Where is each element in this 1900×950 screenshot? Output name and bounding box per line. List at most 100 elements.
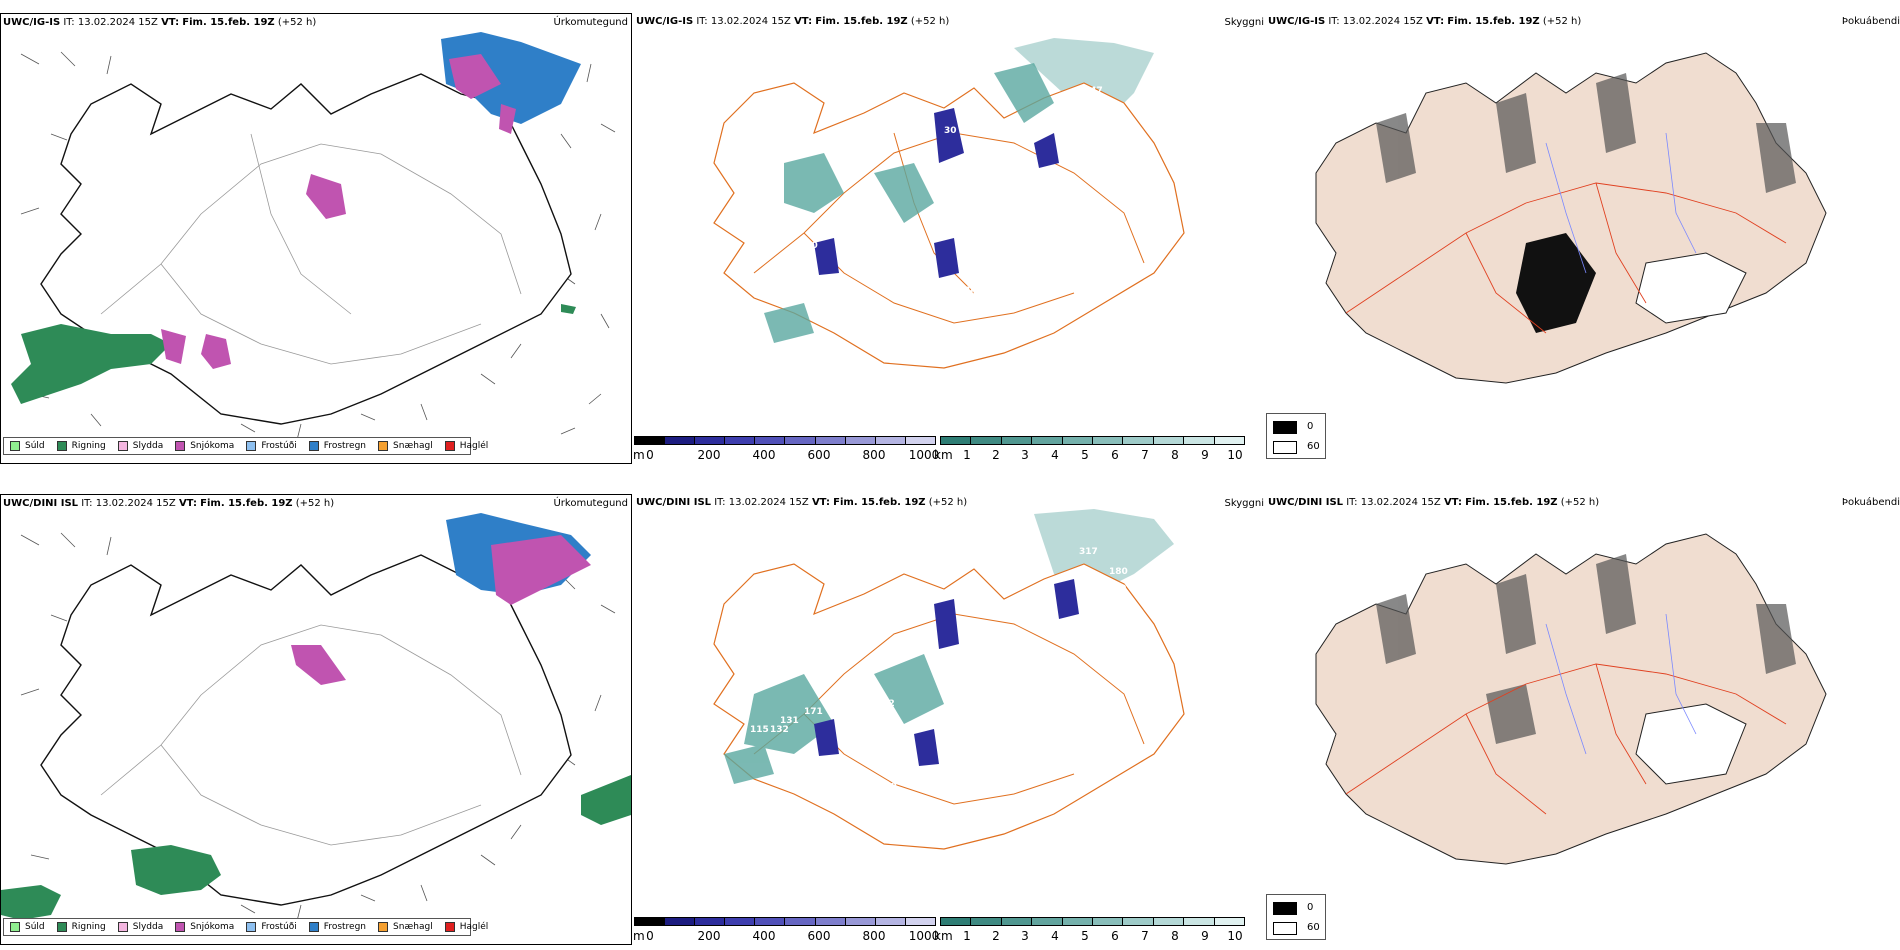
colorbar-tick: 10 [1227, 448, 1243, 462]
colorbar-tick: 200 [697, 448, 721, 462]
legend-item: Snæhagl [378, 922, 433, 932]
map-label: 172 [872, 749, 891, 759]
map-label: 68 [972, 709, 985, 719]
legend-item: Haglél [444, 922, 488, 932]
map-label: 982 [794, 597, 813, 607]
model-name: UWC/IG-IS [1268, 16, 1326, 27]
map-label: 57 [966, 383, 979, 393]
panel-title: Þokuábendi [1841, 497, 1900, 508]
visibility-panel-bottom: UWC/DINI ISL IT: 13.02.2024 15Z VT: Fim.… [634, 494, 1264, 945]
colorbar-cells [940, 436, 1245, 445]
map-label: 34 [964, 286, 977, 296]
colorbar-tick: 10 [1227, 929, 1243, 943]
map-label: 317 [1079, 547, 1098, 557]
map-label: 30 [944, 126, 957, 136]
panel-header: UWC/DINI ISL IT: 13.02.2024 15Z VT: Fim.… [1268, 497, 1600, 508]
map-label: 347 [1084, 86, 1103, 96]
legend-item: Snjókoma [175, 922, 234, 932]
colorbar-tick: 0 [646, 929, 654, 943]
map-label: 403 [879, 216, 898, 226]
map-label: 100 [878, 782, 897, 792]
map-label: 131 [780, 716, 799, 726]
model-name: UWC/DINI ISL [1268, 497, 1344, 508]
colorbar-unit: m [633, 929, 645, 943]
colorbar-tick: 6 [1111, 448, 1119, 462]
map-label: 27 [1089, 587, 1102, 597]
map-label: 180 [1109, 567, 1128, 577]
colorbar-tick: 1 [963, 448, 971, 462]
colorbar-tick: 3 [1021, 929, 1029, 943]
precip-type-panel-top: UWC/IG-IS IT: 13.02.2024 15Z VT: Fim. 15… [0, 13, 632, 464]
colorbar-tick: 6 [1111, 929, 1119, 943]
map-label: 132 [770, 725, 789, 735]
iceland-visibility-map: 347 21 39 30 267 403 130 70 12 42 34 178… [713, 38, 1185, 394]
map-label: 326 [1096, 609, 1115, 619]
colorbar-tick: 4 [1051, 929, 1059, 943]
map-label: 119 [924, 777, 943, 787]
colorbar-tick: 800 [862, 929, 886, 943]
colorbar-tick: 400 [752, 929, 776, 943]
legend-label: 60 [1307, 922, 1320, 933]
legend-swatch-light [1273, 441, 1297, 454]
legend-item: Rigning [56, 922, 106, 932]
model-name: UWC/IG-IS [3, 17, 61, 28]
map-label: 39 [1114, 121, 1127, 131]
colorbar-tick: 600 [807, 929, 831, 943]
visibility-m-colorbar: m 0 200 400 600 800 1000 [633, 436, 939, 466]
colorbar-tick: 8 [1171, 929, 1179, 943]
legend-label: 0 [1307, 902, 1314, 913]
legend-item: Snæhagl [378, 441, 433, 451]
map-label: 312 [916, 647, 935, 657]
colorbar-unit: m [633, 448, 645, 462]
map-label: 21 [1094, 126, 1107, 136]
wind-barbs [20, 51, 616, 441]
map-label: 178 [944, 384, 963, 394]
iceland-fog-map [1315, 52, 1827, 384]
visibility-m-colorbar: m 0 200 400 600 800 1000 [633, 917, 939, 947]
panel-title: Úrkomutegund [553, 498, 628, 509]
legend-item: Slydda [117, 441, 163, 451]
panel-header: UWC/IG-IS IT: 13.02.2024 15Z VT: Fim. 15… [1268, 16, 1582, 27]
colorbar-tick: 600 [807, 448, 831, 462]
visibility-km-colorbar: km 1 2 3 4 5 6 7 8 9 10 [934, 436, 1245, 466]
iceland-precip-map [1, 513, 631, 922]
map-label: 12 [880, 278, 893, 288]
panel-title: Þokuábendi [1841, 16, 1900, 27]
panel-title: Skyggni [1224, 17, 1264, 28]
map-label: 303 [1094, 597, 1113, 607]
visibility-km-colorbar: km 1 2 3 4 5 6 7 8 9 10 [934, 917, 1245, 947]
legend-item: Snjókoma [175, 441, 234, 451]
map-label: 282 [876, 699, 895, 709]
roads [100, 133, 522, 365]
map-label: 41 [914, 724, 927, 734]
legend-item: Slydda [117, 922, 163, 932]
colorbar-tick: 1 [963, 929, 971, 943]
fog-index-panel-top: UWC/IG-IS IT: 13.02.2024 15Z VT: Fim. 15… [1266, 13, 1900, 464]
iceland-precip-map [11, 32, 616, 441]
legend-label: 60 [1307, 441, 1320, 452]
map-label: 59 [1114, 584, 1127, 594]
colorbar-tick: 9 [1201, 448, 1209, 462]
map-label: 267 [959, 186, 978, 196]
colorbar-tick: 1000 [908, 448, 940, 462]
colorbar-tick: 1000 [908, 929, 940, 943]
colorbar-tick: 4 [1051, 448, 1059, 462]
legend-item: Súld [10, 922, 45, 932]
colorbar-tick: 7 [1141, 929, 1149, 943]
coastline [40, 73, 572, 425]
panel-header: UWC/IG-IS IT: 13.02.2024 15Z VT: Fim. 15… [3, 17, 317, 28]
panel-header: UWC/DINI ISL IT: 13.02.2024 15Z VT: Fim.… [636, 497, 968, 508]
precip-legend: Súld Rigning Slydda Snjókoma Frostúði Fr… [3, 437, 488, 455]
colorbar-tick: 2 [992, 929, 1000, 943]
colorbar-tick: 400 [752, 448, 776, 462]
legend-swatch-dark [1273, 902, 1297, 915]
colorbar-tick: 5 [1081, 929, 1089, 943]
panel-header: UWC/DINI ISL IT: 13.02.2024 15Z VT: Fim.… [3, 498, 335, 509]
precip-legend: Súld Rigning Slydda Snjókoma Frostúði Fr… [3, 918, 488, 936]
colorbar-unit: km [934, 929, 953, 943]
fog-index-legend: 0 60 [1266, 413, 1326, 459]
colorbar-tick: 9 [1201, 929, 1209, 943]
colorbar-tick: 2 [992, 448, 1000, 462]
map-label: 55 [1118, 598, 1131, 608]
fog-index-legend: 0 60 [1266, 894, 1326, 940]
